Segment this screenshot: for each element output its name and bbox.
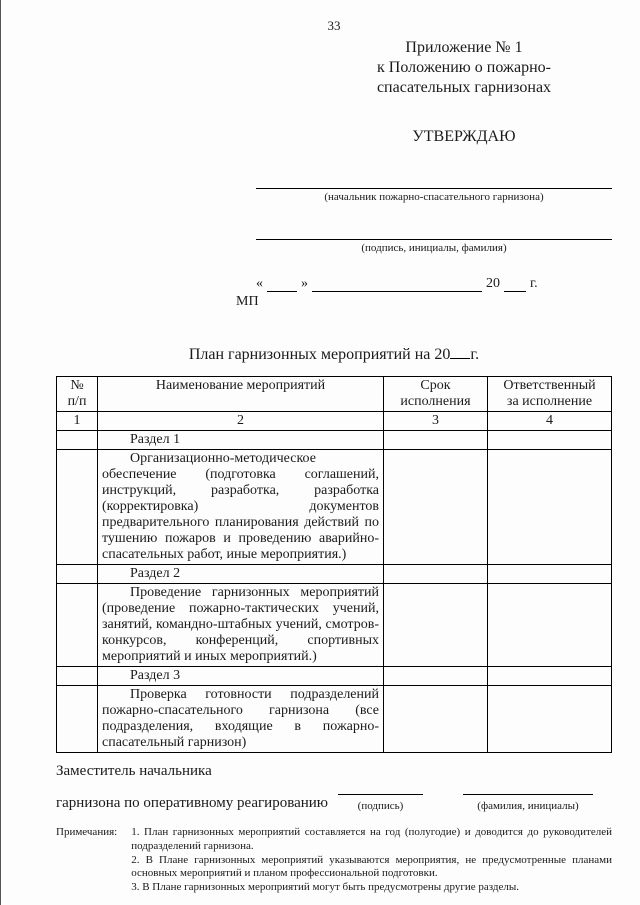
- appendix-line1: Приложение № 1: [316, 38, 612, 58]
- signature-caption-2: (подпись, инициалы, фамилия): [256, 242, 612, 254]
- plan-table: № п/п Наименование мероприятий Срок испо…: [56, 376, 612, 753]
- note-2: 2. В Плане гарнизонных мероприятий указы…: [131, 854, 612, 882]
- date-month-blank: [312, 277, 482, 292]
- deputy-line2: гарнизона по оперативному реагированию (…: [56, 780, 612, 812]
- appendix-line2: к Положению о пожарно-: [316, 58, 612, 78]
- signature-block-1: (начальник пожарно-спасательного гарнизо…: [256, 174, 612, 203]
- plan-title-post: г.: [470, 346, 479, 363]
- cell-empty: [384, 450, 488, 565]
- cn-4: 4: [488, 412, 612, 431]
- th-resp: Ответственный за исполнение: [488, 377, 612, 412]
- appendix-line3: спасательных гарнизонах: [316, 78, 612, 98]
- page-number: 33: [56, 18, 612, 34]
- table-row: Раздел 3: [57, 667, 612, 686]
- note-3: 3. В Плане гарнизонных мероприятий могут…: [131, 881, 612, 895]
- stamp-mp: МП: [236, 294, 612, 310]
- quote-close: »: [301, 276, 308, 292]
- deputy-line1: Заместитель начальника: [56, 763, 612, 780]
- cn-2: 2: [98, 412, 384, 431]
- notes-body: 1. План гарнизонных мероприятий составля…: [131, 826, 612, 895]
- cell-empty: [384, 584, 488, 667]
- date-year-prefix: 20: [486, 276, 500, 292]
- date-year-suffix: г.: [530, 276, 538, 292]
- cell-body: Проверка готовности подразделений пожарн…: [98, 686, 384, 753]
- signature-line: [256, 225, 612, 240]
- th-name: Наименование мероприятий: [98, 377, 384, 412]
- note-1: 1. План гарнизонных мероприятий составля…: [131, 826, 612, 854]
- table-row: Проверка готовности подразделений пожарн…: [57, 686, 612, 753]
- deputy-signature-blank: [338, 780, 423, 795]
- cell-section: Раздел 2: [98, 565, 384, 584]
- appendix-block: Приложение № 1 к Положению о пожарно- сп…: [316, 38, 612, 98]
- document-page: 33 Приложение № 1 к Положению о пожарно-…: [0, 0, 640, 905]
- th-num: № п/п: [57, 377, 98, 412]
- quote-open: «: [256, 276, 263, 292]
- cell-body: Организационно-методическое обеспечение …: [98, 450, 384, 565]
- notes-label: Примечания:: [56, 826, 117, 895]
- cell-empty: [488, 450, 612, 565]
- date-line: « » 20 г.: [256, 276, 612, 292]
- cell-empty: [384, 565, 488, 584]
- date-day-blank: [267, 277, 297, 292]
- table-row: Раздел 1: [57, 431, 612, 450]
- th-term-b: исполнения: [388, 394, 483, 410]
- plan-title: План гарнизонных мероприятий на 20 г.: [56, 346, 612, 364]
- th-resp-a: Ответственный: [492, 378, 607, 394]
- th-term-a: Срок: [388, 378, 483, 394]
- deputy-name-blank: [463, 780, 593, 795]
- deputy-name-caption: (фамилия, инициалы): [463, 800, 593, 812]
- th-num-b: п/п: [61, 394, 93, 410]
- cell-empty: [488, 565, 612, 584]
- cell-empty: [57, 584, 98, 667]
- cell-empty: [57, 667, 98, 686]
- plan-title-pre: План гарнизонных мероприятий на 20: [189, 346, 451, 363]
- cell-empty: [488, 667, 612, 686]
- th-resp-b: за исполнение: [492, 394, 607, 410]
- table-header-row: № п/п Наименование мероприятий Срок испо…: [57, 377, 612, 412]
- cell-empty: [57, 431, 98, 450]
- date-year-blank: [504, 277, 526, 292]
- plan-title-year-blank: [450, 358, 470, 359]
- signature-line: [256, 174, 612, 189]
- th-term: Срок исполнения: [384, 377, 488, 412]
- cell-empty: [384, 431, 488, 450]
- signature-block-2: (подпись, инициалы, фамилия): [256, 225, 612, 254]
- deputy-line2-text: гарнизона по оперативному реагированию: [56, 795, 328, 812]
- deputy-signature-caption: (подпись): [338, 800, 423, 812]
- table-row: Организационно-методическое обеспечение …: [57, 450, 612, 565]
- cell-empty: [57, 686, 98, 753]
- table-row: Проведение гарнизонных мероприятий (пров…: [57, 584, 612, 667]
- cell-section: Раздел 1: [98, 431, 384, 450]
- approve-heading: УТВЕРЖДАЮ: [316, 128, 612, 146]
- cell-empty: [57, 565, 98, 584]
- signature-caption-1: (начальник пожарно-спасательного гарнизо…: [256, 191, 612, 203]
- cell-body: Проведение гарнизонных мероприятий (пров…: [98, 584, 384, 667]
- cell-empty: [488, 431, 612, 450]
- cell-empty: [488, 686, 612, 753]
- cell-empty: [384, 686, 488, 753]
- table-row: Раздел 2: [57, 565, 612, 584]
- table-colnum-row: 1 2 3 4: [57, 412, 612, 431]
- cell-section: Раздел 3: [98, 667, 384, 686]
- cn-1: 1: [57, 412, 98, 431]
- cell-empty: [57, 450, 98, 565]
- th-num-a: №: [61, 378, 93, 394]
- cell-empty: [488, 584, 612, 667]
- notes-block: Примечания: 1. План гарнизонных мероприя…: [56, 826, 612, 895]
- cn-3: 3: [384, 412, 488, 431]
- cell-empty: [384, 667, 488, 686]
